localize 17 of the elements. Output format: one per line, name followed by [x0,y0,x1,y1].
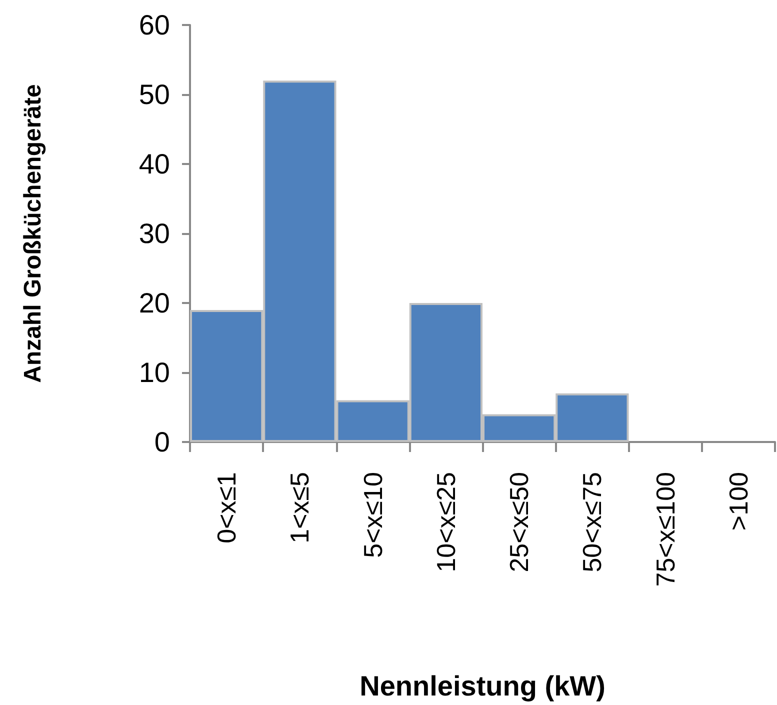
y-tick-label: 50 [138,79,170,110]
x-tick-label: 10<x≤25 [430,472,461,572]
x-tick-label: 75<x≤100 [650,472,680,587]
y-tick-label: 20 [138,288,170,318]
y-axis-title: Anzahl Großküchengeräte [20,84,46,383]
x-tick-label: >100 [723,472,754,531]
x-axis-title: Nennleistung (kW) [360,670,606,702]
y-tick-label: 0 [154,426,170,458]
x-tick-label: 1<x≤5 [284,472,315,544]
x-tick-label: 0<x≤1 [212,472,242,544]
y-tick-label: 40 [138,148,170,180]
x-tick-label: 25<x≤50 [504,472,534,572]
y-tick-label: 10 [138,357,170,388]
y-tick-label: 60 [138,10,170,40]
x-tick-label: 5<x≤10 [358,472,388,558]
y-tick-label: 30 [138,218,170,249]
x-tick-label: 50<x≤75 [577,472,608,572]
